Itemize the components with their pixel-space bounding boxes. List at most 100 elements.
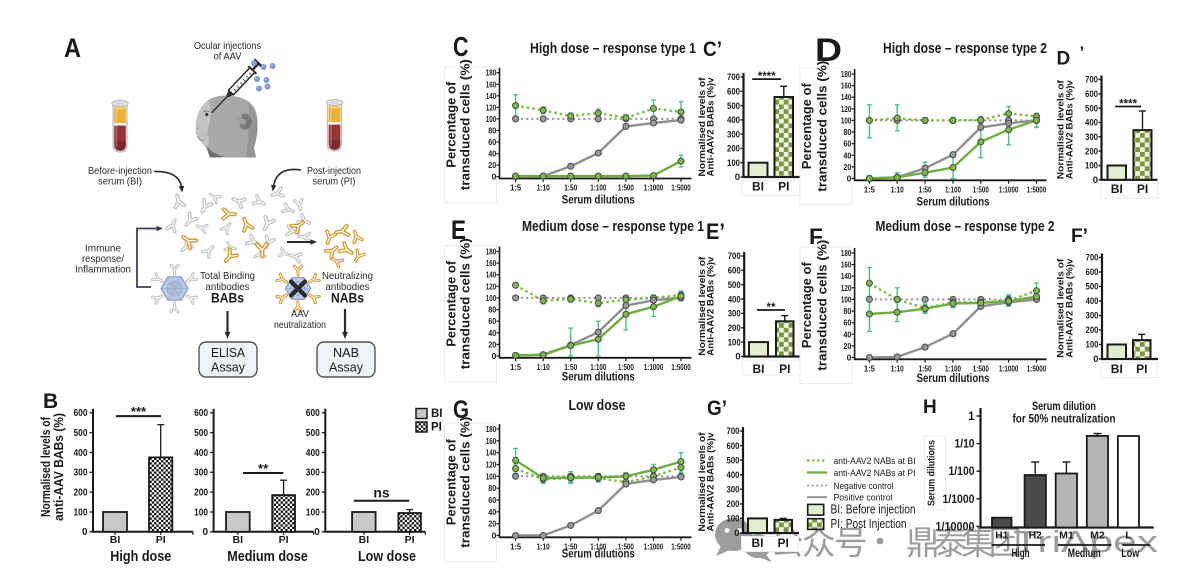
svg-text:600: 600 xyxy=(727,87,740,98)
svg-text:20: 20 xyxy=(843,162,851,172)
svg-text:E: E xyxy=(451,215,466,245)
svg-text:Negative control: Negative control xyxy=(834,481,894,492)
svg-text:PI: PI xyxy=(778,180,789,194)
svg-text:of AAV: of AAV xyxy=(214,51,242,63)
svg-text:600: 600 xyxy=(74,408,88,419)
svg-text:BI: BI xyxy=(752,536,764,550)
svg-text:Normalised levels of: Normalised levels of xyxy=(697,431,707,531)
svg-text:antibodies: antibodies xyxy=(326,281,370,293)
svg-text:****: **** xyxy=(1119,99,1137,111)
svg-text:160: 160 xyxy=(841,260,852,270)
svg-text:1:500: 1:500 xyxy=(618,183,634,193)
svg-text:1:50: 1:50 xyxy=(564,183,577,193)
svg-text:500: 500 xyxy=(727,101,740,112)
svg-text:BI: BI xyxy=(1111,182,1123,196)
svg-text:BI: Before injection: BI: Before injection xyxy=(831,503,916,517)
svg-text:response/: response/ xyxy=(82,253,124,265)
svg-text:Serum dilutions: Serum dilutions xyxy=(917,373,990,385)
svg-text:400: 400 xyxy=(727,470,740,481)
svg-text:1:1000: 1:1000 xyxy=(644,362,664,372)
svg-text:20: 20 xyxy=(843,341,851,351)
svg-text:Anti-AAV2 BABs (%)v: Anti-AAV2 BABs (%)v xyxy=(706,256,716,356)
svg-text:0: 0 xyxy=(734,528,739,539)
svg-text:1:5000: 1:5000 xyxy=(671,183,691,193)
svg-text:Serum dilutions: Serum dilutions xyxy=(926,440,938,506)
svg-text:140: 140 xyxy=(841,271,852,281)
svg-text:Normalised levels of: Normalised levels of xyxy=(1056,79,1066,179)
svg-text:Serum dilutions: Serum dilutions xyxy=(562,372,635,384)
svg-text:1:50: 1:50 xyxy=(564,541,577,551)
svg-text:A: A xyxy=(64,33,81,63)
svg-text:Normalised levels of: Normalised levels of xyxy=(697,256,707,356)
svg-text:1:50: 1:50 xyxy=(919,184,932,194)
svg-text:M2: M2 xyxy=(1090,530,1105,542)
svg-text:1:5: 1:5 xyxy=(864,363,875,373)
svg-text:120: 120 xyxy=(486,460,497,470)
svg-text:Normalised levels of: Normalised levels of xyxy=(39,416,53,517)
svg-text:0: 0 xyxy=(492,351,497,361)
svg-text:BI: BI xyxy=(359,534,370,546)
svg-text:0: 0 xyxy=(203,527,209,538)
svg-text:40: 40 xyxy=(843,150,851,160)
svg-text:20: 20 xyxy=(488,519,496,529)
svg-text:B: B xyxy=(43,390,58,413)
svg-text:400: 400 xyxy=(1085,118,1098,129)
svg-text:***: *** xyxy=(131,404,147,419)
svg-text:160: 160 xyxy=(486,79,497,89)
svg-text:Ocular injections: Ocular injections xyxy=(194,40,261,52)
svg-text:BI: BI xyxy=(752,180,764,194)
svg-text:1:5000: 1:5000 xyxy=(671,362,691,372)
svg-text:Positive control: Positive control xyxy=(834,493,893,504)
svg-text:500: 500 xyxy=(1086,282,1099,293)
svg-text:Low dose: Low dose xyxy=(569,397,626,414)
svg-text:300: 300 xyxy=(306,468,320,479)
svg-text:40: 40 xyxy=(488,507,496,517)
svg-text:1:500: 1:500 xyxy=(973,363,989,373)
svg-text:20: 20 xyxy=(488,160,496,170)
svg-text:transduced cells (%): transduced cells (%) xyxy=(816,61,830,192)
svg-text:Normalised levels of: Normalised levels of xyxy=(697,76,707,176)
svg-text:300: 300 xyxy=(727,485,740,496)
svg-text:1:500: 1:500 xyxy=(618,541,634,551)
svg-text:**: ** xyxy=(258,461,269,476)
svg-text:H: H xyxy=(923,397,937,418)
svg-text:400: 400 xyxy=(194,448,208,459)
svg-text:600: 600 xyxy=(728,266,741,277)
svg-text:200: 200 xyxy=(727,499,740,510)
svg-text:PI: PI xyxy=(405,534,415,546)
svg-text:Total Binding: Total Binding xyxy=(200,270,255,282)
svg-text:BI: BI xyxy=(1111,362,1123,376)
svg-text:100: 100 xyxy=(486,114,497,124)
svg-text:BI: BI xyxy=(753,362,765,376)
svg-text:1:5000: 1:5000 xyxy=(1027,363,1047,373)
svg-text:****: **** xyxy=(758,71,776,83)
svg-text:transduced cells (%): transduced cells (%) xyxy=(459,238,473,369)
svg-text:300: 300 xyxy=(194,468,208,479)
svg-text:1:100: 1:100 xyxy=(590,362,606,372)
svg-text:Serum dilution: Serum dilution xyxy=(1032,399,1096,413)
svg-text:Before-injection: Before-injection xyxy=(88,165,152,177)
svg-text:1:10: 1:10 xyxy=(891,184,904,194)
svg-text:100: 100 xyxy=(194,507,208,518)
svg-text:PI: PI xyxy=(779,362,790,376)
svg-text:140: 140 xyxy=(486,91,497,101)
svg-text:1:1000: 1:1000 xyxy=(644,541,664,551)
svg-text:1:5000: 1:5000 xyxy=(671,541,691,551)
svg-text:40: 40 xyxy=(488,149,496,159)
svg-text:20: 20 xyxy=(488,339,496,349)
svg-text:700: 700 xyxy=(1085,75,1098,86)
svg-text:G: G xyxy=(453,396,469,424)
svg-text:100: 100 xyxy=(841,294,852,304)
svg-text:PI: PI xyxy=(778,536,789,550)
svg-text:200: 200 xyxy=(306,488,320,499)
svg-text:Percentage of: Percentage of xyxy=(800,82,814,169)
svg-text:BABs: BABs xyxy=(211,291,244,306)
svg-text:1: 1 xyxy=(968,411,975,423)
svg-text:1/10: 1/10 xyxy=(955,439,975,451)
svg-text:**: ** xyxy=(767,302,776,314)
svg-text:160: 160 xyxy=(486,436,497,446)
svg-text:0: 0 xyxy=(735,352,740,363)
svg-text:Percentage of: Percentage of xyxy=(445,438,459,525)
svg-text:High dose: High dose xyxy=(110,549,171,565)
svg-text:1:100: 1:100 xyxy=(945,184,961,194)
